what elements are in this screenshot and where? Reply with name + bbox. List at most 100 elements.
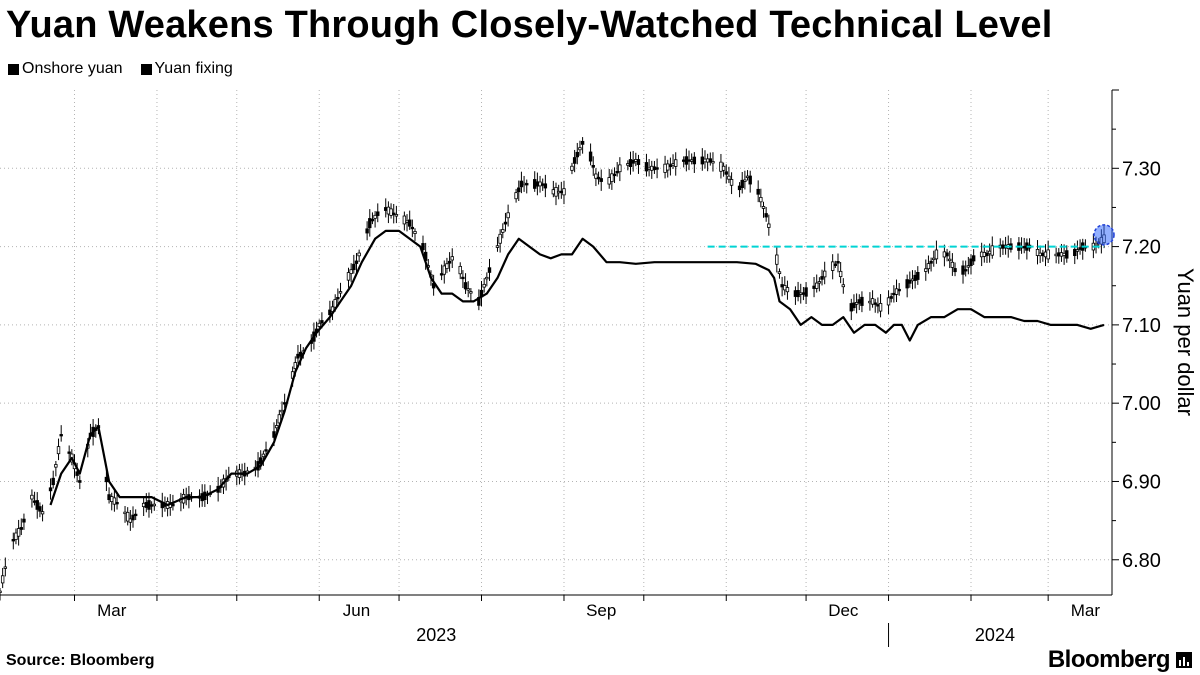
- onshore-candle-body: [1073, 248, 1077, 257]
- onshore-candle-body: [897, 288, 901, 292]
- onshore-candle-body: [1054, 253, 1058, 257]
- onshore-candle-body: [261, 453, 266, 458]
- onshore-candle-body: [123, 511, 127, 515]
- onshore-candle-body: [655, 167, 659, 170]
- bloomberg-logo: Bloomberg: [1048, 646, 1192, 674]
- onshore-candle-body: [16, 528, 21, 537]
- onshore-candle-body: [948, 258, 952, 262]
- x-tick-label: Dec: [828, 601, 859, 620]
- onshore-candle-body: [259, 457, 263, 464]
- onshore-candle-body: [11, 538, 16, 542]
- onshore-candle-body: [908, 279, 912, 284]
- onshore-candle-body: [264, 449, 268, 452]
- onshore-candle-body: [389, 208, 393, 216]
- onshore-candle-body: [817, 281, 822, 284]
- bloomberg-terminal-icon: [1176, 652, 1192, 668]
- onshore-candle-body: [987, 250, 992, 255]
- onshore-candle-body: [953, 268, 957, 273]
- onshore-candle-body: [761, 206, 766, 209]
- year-label: 2023: [416, 625, 456, 645]
- onshore-candle-body: [916, 272, 920, 280]
- onshore-candle-body: [599, 178, 603, 182]
- onshore-candle-body: [503, 221, 508, 225]
- onshore-candle-body: [966, 265, 971, 268]
- x-tick-label: Mar: [1071, 601, 1101, 620]
- onshore-candle-body: [610, 173, 614, 182]
- onshore-candle-body: [857, 299, 861, 304]
- onshore-candle-body: [945, 252, 949, 257]
- onshore-candle-body: [317, 322, 321, 327]
- onshore-yuan-series: [0, 137, 1106, 601]
- onshore-candle-body: [352, 263, 356, 271]
- onshore-candle-body: [990, 245, 994, 256]
- onshore-candle-body: [1001, 244, 1005, 249]
- onshore-candle-body: [854, 302, 859, 305]
- onshore-candle-body: [594, 173, 598, 179]
- onshore-candle-body: [681, 159, 686, 162]
- onshore-candle-body: [668, 164, 673, 168]
- onshore-candle-body: [110, 496, 114, 502]
- onshore-candle-body: [40, 511, 45, 515]
- onshore-candle-body: [1075, 249, 1080, 252]
- onshore-candle-body: [913, 274, 917, 281]
- onshore-candle-body: [357, 252, 361, 257]
- onshore-candle-body: [727, 175, 731, 180]
- onshore-candle-body: [551, 189, 556, 195]
- onshore-candle-body: [607, 177, 611, 185]
- onshore-candle-body: [1094, 243, 1098, 247]
- onshore-candle-body: [463, 282, 468, 290]
- onshore-candle-body: [144, 502, 149, 508]
- onshore-candle-body: [402, 215, 407, 225]
- onshore-candle-body: [634, 159, 638, 162]
- onshore-candle-body: [354, 260, 359, 264]
- onshore-candle-body: [836, 260, 840, 264]
- x-tick-label: Jun: [343, 601, 370, 620]
- onshore-candle-body: [370, 218, 375, 222]
- onshore-candle-body: [293, 362, 297, 370]
- onshore-candle-body: [54, 464, 58, 468]
- legend-label-onshore: Onshore yuan: [22, 60, 123, 77]
- onshore-candle-body: [719, 161, 723, 172]
- onshore-candle-body: [272, 431, 276, 438]
- onshore-candle-body: [961, 265, 965, 275]
- onshore-candle-body: [873, 302, 877, 305]
- onshore-candle-body: [514, 192, 518, 200]
- onshore-candle-body: [650, 165, 654, 171]
- onshore-candle-body: [373, 214, 377, 219]
- onshore-candle-body: [517, 187, 521, 193]
- onshore-candle-body: [780, 284, 784, 288]
- onshore-candle-body: [575, 151, 579, 158]
- onshore-candle-body: [498, 233, 502, 244]
- year-label: 2024: [975, 625, 1015, 645]
- onshore-candle-body: [926, 263, 931, 270]
- onshore-candle-body: [615, 171, 619, 174]
- onshore-candle-body: [51, 477, 55, 486]
- onshore-candle-body: [985, 252, 989, 257]
- onshore-candle-body: [461, 276, 465, 280]
- onshore-candle-body: [793, 290, 798, 297]
- onshore-candle-body: [469, 291, 473, 294]
- onshore-candle-body: [35, 500, 39, 510]
- onshore-candle-body: [748, 175, 752, 185]
- onshore-candle-body: [442, 265, 446, 275]
- chart-title: Yuan Weakens Through Closely-Watched Tec…: [6, 4, 1053, 46]
- onshore-candle-body: [671, 163, 675, 166]
- onshore-candle-body: [384, 207, 388, 211]
- onshore-candle-body: [522, 182, 526, 186]
- onshore-candle-body: [833, 263, 838, 267]
- onshore-candle-body: [767, 223, 771, 228]
- onshore-candle-body: [910, 278, 915, 282]
- onshore-candle-body: [298, 351, 303, 357]
- onshore-candle-body: [838, 270, 843, 278]
- onshore-candle-body: [700, 156, 705, 165]
- onshore-candle-body: [756, 188, 760, 195]
- onshore-candle-body: [482, 283, 486, 288]
- onshore-candle-body: [466, 288, 470, 291]
- onshore-candle-body: [421, 243, 425, 251]
- onshore-candle-body: [878, 303, 883, 312]
- y-axis-label: Yuan per dollar: [1173, 268, 1198, 416]
- legend-swatch-onshore: [8, 63, 19, 75]
- onshore-candle-body: [365, 228, 369, 234]
- onshore-candle-body: [740, 179, 744, 188]
- onshore-candle-body: [692, 156, 697, 165]
